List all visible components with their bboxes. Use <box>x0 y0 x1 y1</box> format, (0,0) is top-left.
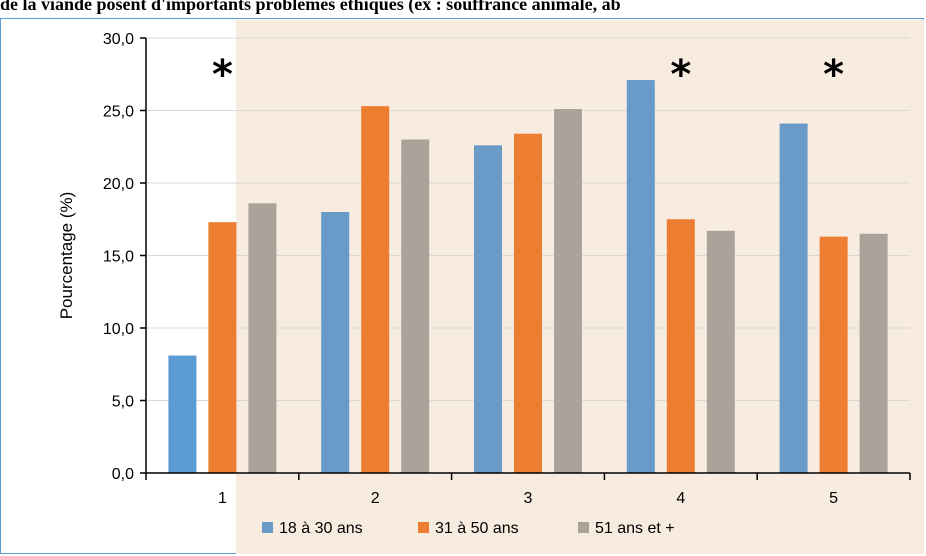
bar <box>627 80 655 473</box>
bar <box>208 222 236 473</box>
y-tick-label: 25,0 <box>103 104 134 121</box>
legend-swatch <box>262 522 273 533</box>
legend-label: 51 ans et + <box>595 520 675 537</box>
x-tick-label: 3 <box>524 490 533 507</box>
y-axis-label: Pourcentage (%) <box>57 192 76 320</box>
bar <box>554 109 582 473</box>
bar <box>860 234 888 473</box>
significance-marker: * <box>212 52 233 98</box>
bar <box>168 356 196 473</box>
bar <box>707 231 735 473</box>
x-tick-label: 4 <box>676 490 685 507</box>
y-tick-label: 30,0 <box>103 31 134 48</box>
legend-swatch <box>418 522 429 533</box>
bar <box>780 124 808 473</box>
y-tick-label: 5,0 <box>112 394 134 411</box>
y-tick-label: 10,0 <box>103 321 134 338</box>
x-tick-label: 2 <box>371 490 380 507</box>
legend-label: 18 à 30 ans <box>279 520 363 537</box>
significance-marker: * <box>670 52 691 98</box>
bar <box>321 212 349 473</box>
legend: 18 à 30 ans 31 à 50 ans 51 ans et + <box>262 520 675 537</box>
bar <box>474 145 502 473</box>
legend-label: 31 à 50 ans <box>435 520 519 537</box>
bar <box>667 219 695 473</box>
x-tick-label: 5 <box>829 490 838 507</box>
bar <box>514 134 542 473</box>
bar <box>820 237 848 473</box>
bar <box>248 203 276 473</box>
bar <box>361 106 389 473</box>
bar <box>401 140 429 474</box>
significance-marker: * <box>823 52 844 98</box>
x-tick-label: 1 <box>218 490 227 507</box>
y-tick-label: 20,0 <box>103 176 134 193</box>
y-tick-label: 0,0 <box>112 466 134 483</box>
legend-swatch <box>578 522 589 533</box>
y-tick-label: 15,0 <box>103 249 134 266</box>
